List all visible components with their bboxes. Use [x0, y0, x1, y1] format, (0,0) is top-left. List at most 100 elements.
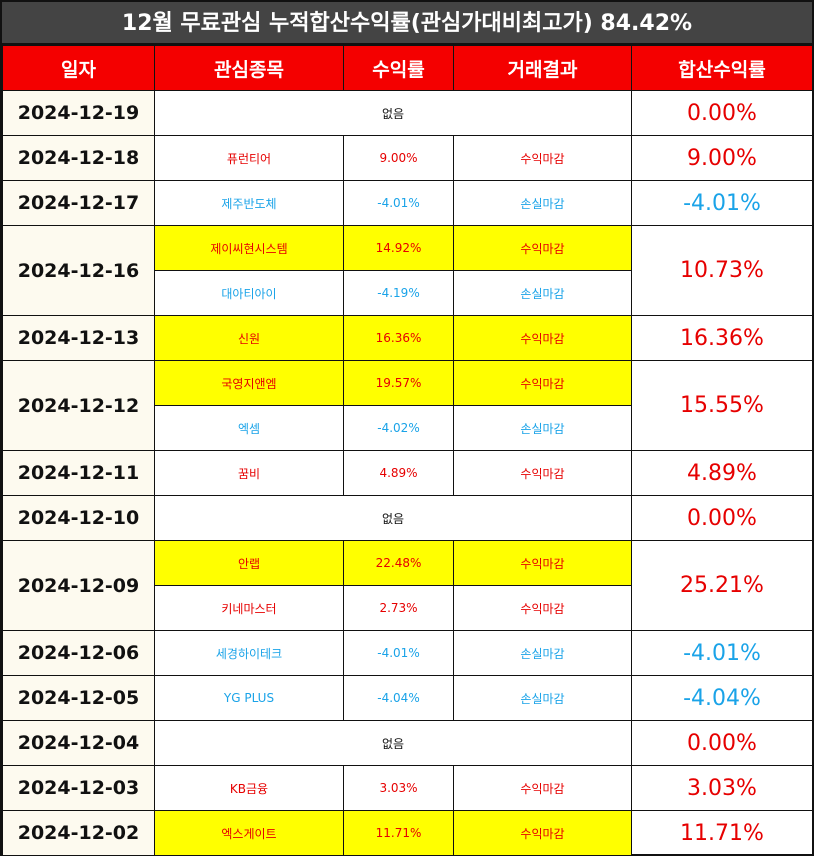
row-total: 0.00%: [631, 495, 813, 541]
row-result: 수익마감: [453, 450, 632, 496]
table-row: 대아티아이 -4.19% 손실마감: [3, 270, 813, 316]
row-return: 19.57%: [343, 360, 454, 406]
row-none: 없음: [154, 720, 632, 766]
table-row: 2024-12-10 없음 0.00%: [2, 495, 813, 541]
table-row: 2024-12-05 YG PLUS -4.04% 손실마감 -4.04%: [2, 675, 813, 721]
header-row: 일자 관심종목 수익률 거래결과 합산수익률: [2, 45, 813, 91]
header-total: 합산수익률: [631, 45, 813, 91]
table-row: 엑셈 -4.02% 손실마감: [3, 405, 813, 451]
row-stock: 세경하이테크: [154, 630, 344, 676]
row-result: 수익마감: [453, 585, 632, 631]
row-date: 2024-12-19: [2, 90, 155, 136]
row-stock: 대아티아이: [154, 270, 344, 316]
row-result: 손실마감: [453, 630, 632, 676]
table-row: 2024-12-02 엑스게이트 11.71% 수익마감 11.71%: [2, 810, 813, 856]
row-total: -4.01%: [631, 180, 813, 226]
table-row: 2024-12-16 제이씨현시스템 14.92% 수익마감 10.73%: [2, 225, 813, 316]
header-result: 거래결과: [453, 45, 632, 91]
header-return: 수익률: [343, 45, 454, 91]
table-row: 2024-12-03 KB금융 3.03% 수익마감 3.03%: [2, 765, 813, 811]
row-stock: 키네마스터: [154, 585, 344, 631]
header-date: 일자: [2, 45, 155, 91]
row-stock: 국영지앤엠: [154, 360, 344, 406]
table-row: 2024-12-06 세경하이테크 -4.01% 손실마감 -4.01%: [2, 630, 813, 676]
row-date: 2024-12-10: [2, 495, 155, 541]
row-result: 수익마감: [453, 135, 632, 181]
row-total: -4.04%: [631, 675, 813, 721]
row-stock: 엑스게이트: [154, 810, 344, 856]
row-return: 2.73%: [343, 585, 454, 631]
table-row: 2024-12-12 국영지앤엠 19.57% 수익마감 15.55%: [2, 360, 813, 451]
row-date: 2024-12-05: [2, 675, 155, 721]
row-total: 25.21%: [631, 540, 813, 631]
row-total: 3.03%: [631, 765, 813, 811]
row-total: 16.36%: [631, 315, 813, 361]
row-return: 14.92%: [343, 225, 454, 271]
row-result: 수익마감: [453, 360, 632, 406]
table-row: 2024-12-19 없음 0.00%: [2, 90, 813, 136]
row-date: 2024-12-02: [2, 810, 155, 856]
row-total: 4.89%: [631, 450, 813, 496]
row-date: 2024-12-13: [2, 315, 155, 361]
row-stock: 엑셈: [154, 405, 344, 451]
header-stock: 관심종목: [154, 45, 344, 91]
row-return: 11.71%: [343, 810, 454, 856]
results-table: 일자 관심종목 수익률 거래결과 합산수익률 2024-12-19 없음 0.00%…: [2, 45, 813, 856]
row-total: 0.00%: [631, 720, 813, 766]
row-stock: 제주반도체: [154, 180, 344, 226]
table-row: 2024-12-17 제주반도체 -4.01% 손실마감 -4.01%: [2, 180, 813, 226]
row-return: -4.02%: [343, 405, 454, 451]
table-body: 2024-12-19 없음 0.00% 2024-12-18 퓨런티어 9.00% 수익마감…: [2, 90, 813, 856]
row-return: 4.89%: [343, 450, 454, 496]
row-total: 11.71%: [631, 810, 813, 856]
row-result: 수익마감: [453, 810, 632, 856]
row-total: 10.73%: [631, 225, 813, 316]
table-row: 2024-12-09 안랩 22.48% 수익마감 25.21%: [2, 540, 813, 631]
row-stock: 안랩: [154, 540, 344, 586]
row-result: 수익마감: [453, 540, 632, 586]
row-result: 수익마감: [453, 765, 632, 811]
table-row: 2024-12-18 퓨런티어 9.00% 수익마감 9.00%: [2, 135, 813, 181]
row-date: 2024-12-06: [2, 630, 155, 676]
row-stock: 퓨런티어: [154, 135, 344, 181]
row-date: 2024-12-17: [2, 180, 155, 226]
row-date: 2024-12-16: [2, 225, 155, 316]
row-date: 2024-12-12: [2, 360, 155, 451]
row-return: 16.36%: [343, 315, 454, 361]
row-return: 3.03%: [343, 765, 454, 811]
row-total: 15.55%: [631, 360, 813, 451]
row-stock: 꿈비: [154, 450, 344, 496]
row-stock: 제이씨현시스템: [154, 225, 344, 271]
row-result: 손실마감: [453, 675, 632, 721]
row-result: 수익마감: [453, 315, 632, 361]
row-date: 2024-12-18: [2, 135, 155, 181]
row-none: 없음: [154, 90, 632, 136]
row-total: 0.00%: [631, 90, 813, 136]
row-date: 2024-12-11: [2, 450, 155, 496]
row-return: -4.04%: [343, 675, 454, 721]
row-total: 9.00%: [631, 135, 813, 181]
row-return: 22.48%: [343, 540, 454, 586]
row-date: 2024-12-09: [2, 540, 155, 631]
table-row: 2024-12-11 꿈비 4.89% 수익마감 4.89%: [2, 450, 813, 496]
row-stock: YG PLUS: [154, 675, 344, 721]
row-none: 없음: [154, 495, 632, 541]
row-return: -4.01%: [343, 630, 454, 676]
row-result: 손실마감: [453, 405, 632, 451]
row-stock: 신원: [154, 315, 344, 361]
row-return: -4.19%: [343, 270, 454, 316]
row-date: 2024-12-03: [2, 765, 155, 811]
row-result: 손실마감: [453, 270, 632, 316]
row-result: 수익마감: [453, 225, 632, 271]
row-date: 2024-12-04: [2, 720, 155, 766]
table-row: 키네마스터 2.73% 수익마감: [3, 585, 813, 631]
row-stock: KB금융: [154, 765, 344, 811]
page-title: 12월 무료관심 누적합산수익률(관심가대비최고가) 84.42%: [2, 2, 812, 45]
row-return: -4.01%: [343, 180, 454, 226]
table-row: 2024-12-04 없음 0.00%: [2, 720, 813, 766]
row-return: 9.00%: [343, 135, 454, 181]
row-result: 손실마감: [453, 180, 632, 226]
row-total: -4.01%: [631, 630, 813, 676]
table-row: 2024-12-13 신원 16.36% 수익마감 16.36%: [2, 315, 813, 361]
